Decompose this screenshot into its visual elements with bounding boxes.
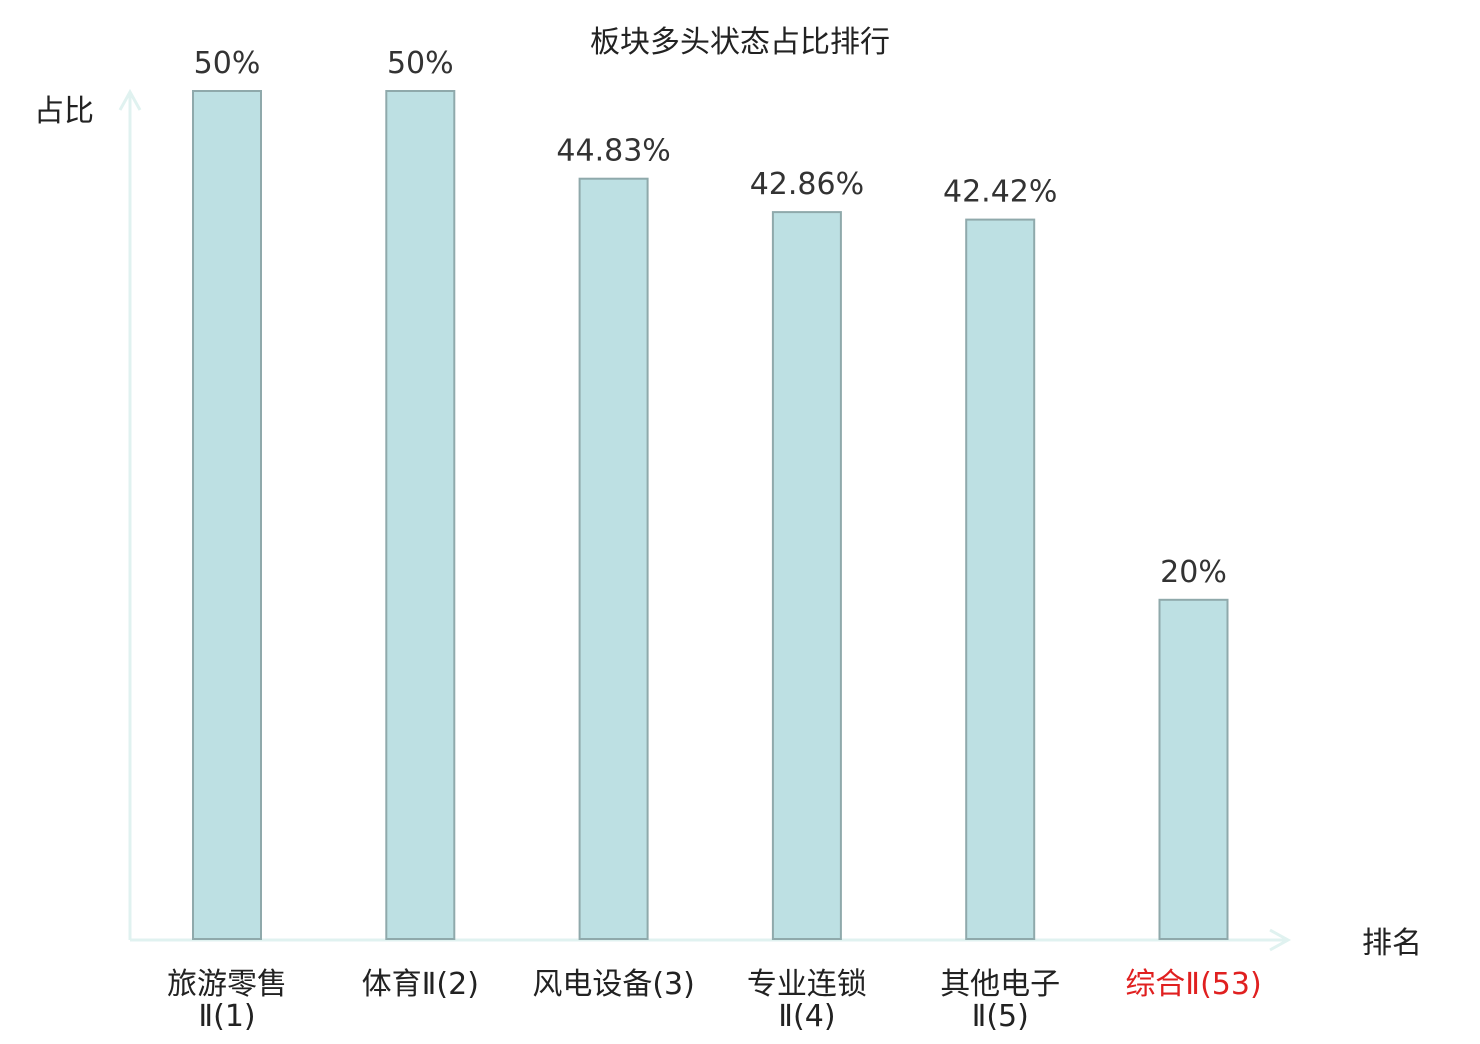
category-label-1-line-1: 旅游零售 bbox=[167, 967, 287, 1002]
y-axis-label: 占比 bbox=[34, 94, 94, 129]
x-axis-label: 排名 bbox=[1362, 926, 1422, 961]
value-labels-group: 50% 50% 44.83% 42.86% 42.42% 20% bbox=[194, 46, 1227, 590]
category-label-1-line-2: Ⅱ(1) bbox=[198, 999, 255, 1034]
bar-value-label-6: 20% bbox=[1160, 555, 1227, 590]
chart-title: 板块多头状态占比排行 bbox=[590, 25, 890, 60]
bar-6 bbox=[1158, 598, 1229, 940]
bar-value-label-3: 44.83% bbox=[556, 134, 670, 169]
axes bbox=[118, 88, 1292, 952]
bars-group bbox=[192, 90, 1229, 941]
x-axis-arrow bbox=[1269, 928, 1292, 952]
category-label-6: 综合Ⅱ(53) bbox=[1125, 967, 1261, 1002]
bar-value-label-5: 42.42% bbox=[943, 175, 1057, 210]
bar-value-label-4: 42.86% bbox=[750, 167, 864, 202]
category-label-4-line-1: 专业连锁 bbox=[747, 967, 867, 1002]
bar-2 bbox=[385, 90, 456, 940]
category-label-5-line-2: Ⅱ(5) bbox=[972, 999, 1029, 1034]
bar-5 bbox=[965, 218, 1036, 941]
bar-4 bbox=[771, 211, 842, 941]
category-label-4-line-2: Ⅱ(4) bbox=[778, 999, 835, 1034]
category-label-5-line-1: 其他电子 bbox=[940, 967, 1060, 1002]
bar-value-label-1: 50% bbox=[194, 46, 261, 81]
category-label-3: 风电设备(3) bbox=[532, 967, 695, 1002]
y-axis-arrow bbox=[118, 88, 142, 111]
bar-1 bbox=[192, 90, 262, 940]
bar-value-label-2: 50% bbox=[387, 46, 454, 81]
category-label-2: 体育Ⅱ(2) bbox=[362, 967, 479, 1002]
bar-3 bbox=[578, 177, 649, 940]
